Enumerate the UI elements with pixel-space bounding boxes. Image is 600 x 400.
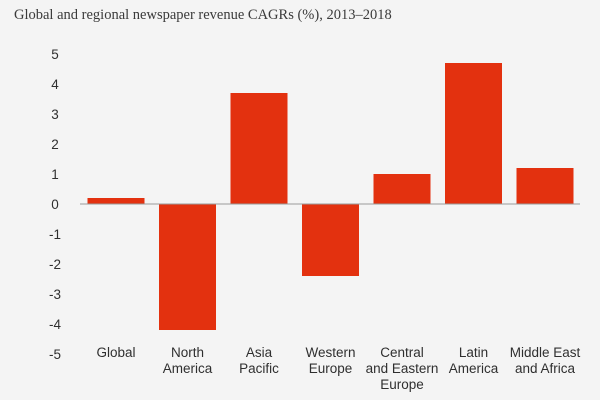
x-category-label-line: North bbox=[171, 345, 204, 360]
x-category-label-line: Western bbox=[305, 345, 355, 360]
y-tick-label: -3 bbox=[49, 287, 61, 302]
x-category-label: Western Europe bbox=[305, 345, 355, 376]
x-category-label: Asia Pacific bbox=[239, 345, 279, 376]
x-category-label-line: Middle East bbox=[510, 345, 581, 360]
y-tick-label: 1 bbox=[51, 167, 59, 182]
x-category-label-line: America bbox=[449, 361, 499, 376]
bars bbox=[87, 63, 574, 330]
y-tick-label: 0 bbox=[51, 197, 59, 212]
y-tick-label: -4 bbox=[49, 317, 61, 332]
chart-title: Global and regional newspaper revenue CA… bbox=[14, 7, 392, 23]
bar bbox=[516, 168, 574, 204]
y-tick-label: -1 bbox=[49, 227, 61, 242]
bar bbox=[302, 204, 359, 276]
x-category-label-line: Europe bbox=[380, 377, 424, 392]
x-category-label: Latin America bbox=[449, 345, 499, 376]
x-category-label-line: and Africa bbox=[515, 361, 576, 376]
x-category-label-line: America bbox=[163, 361, 213, 376]
y-tick-label: -2 bbox=[49, 257, 61, 272]
x-category-label-line: Asia bbox=[246, 345, 273, 360]
x-category-label-line: Europe bbox=[309, 361, 353, 376]
y-tick-label: -5 bbox=[49, 347, 61, 362]
bar bbox=[159, 204, 216, 330]
bar bbox=[445, 63, 502, 204]
bar bbox=[87, 198, 145, 204]
x-category-label: Central and Eastern Europe bbox=[366, 345, 439, 392]
x-category-label: Global bbox=[96, 345, 135, 360]
x-category-label: Middle East and Africa bbox=[510, 345, 581, 376]
x-category-label-line: Latin bbox=[459, 345, 488, 360]
y-tick-label: 5 bbox=[51, 47, 59, 62]
x-category-label-line: and Eastern bbox=[366, 361, 439, 376]
x-category-label-line: Pacific bbox=[239, 361, 279, 376]
y-tick-label: 3 bbox=[51, 107, 59, 122]
bar bbox=[373, 174, 431, 204]
x-category-label-line: Global bbox=[96, 345, 135, 360]
x-category-label: North America bbox=[163, 345, 213, 376]
y-tick-label: 4 bbox=[51, 77, 59, 92]
y-tick-label: 2 bbox=[51, 137, 59, 152]
bar bbox=[230, 93, 288, 204]
x-category-label-line: Central bbox=[380, 345, 424, 360]
y-axis-ticks: 5 4 3 2 1 0 -1 -2 -3 -4 -5 bbox=[49, 47, 61, 362]
